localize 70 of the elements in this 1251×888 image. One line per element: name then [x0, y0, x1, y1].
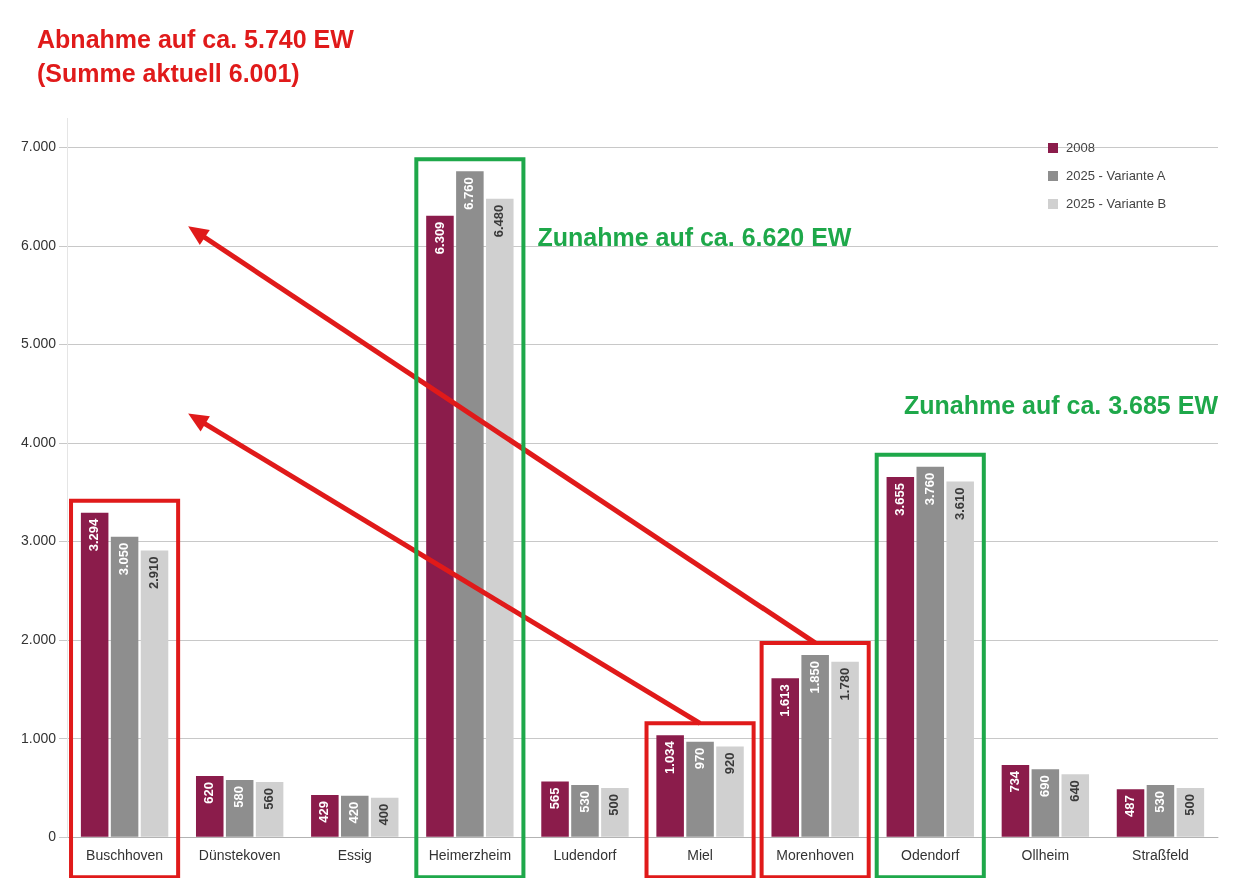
data-label: 420 [346, 801, 362, 824]
y-tick-label: 0 [48, 828, 57, 845]
legend-label: 2025 - Variante A [1066, 167, 1166, 183]
x-tick-label: Buschhoven [86, 847, 164, 864]
data-label: 565 [546, 787, 562, 810]
data-label: 560 [261, 788, 277, 810]
y-tick-label: 7.000 [20, 138, 57, 155]
data-label: 1.613 [776, 684, 792, 717]
data-label: 3.294 [86, 517, 102, 552]
annotation: Zunahme auf ca. 3.685 EW [904, 390, 1219, 419]
data-label: 920 [721, 752, 737, 775]
data-label: 3.610 [951, 487, 967, 521]
data-label: 6.480 [491, 204, 507, 238]
text: (Summe aktuell 6.001) [37, 59, 300, 87]
x-tick-label: Dünstekoven [198, 847, 281, 864]
x-tick-label: Ludendorf [553, 847, 617, 864]
text: Abnahme auf ca. 5.740 EW [37, 25, 355, 53]
x-tick-label: Morenhoven [776, 847, 855, 864]
bar [571, 784, 599, 837]
bar [771, 678, 799, 837]
data-label: 620 [201, 782, 217, 804]
data-label: 487 [1122, 795, 1138, 817]
data-label: 6.760 [461, 177, 477, 210]
bar [110, 536, 139, 837]
bar [656, 735, 684, 837]
data-label: 1.034 [661, 740, 677, 774]
data-label: 1.780 [836, 667, 852, 701]
data-label: 530 [576, 790, 592, 813]
data-label: 429 [316, 800, 332, 823]
legend-label: 2008 [1066, 139, 1095, 155]
annotation: Zunahme auf ca. 6.620 EW [537, 223, 852, 252]
data-label: 734 [1007, 770, 1023, 793]
bar [801, 654, 829, 837]
data-label: 500 [1181, 793, 1197, 816]
y-tick-label: 5.000 [20, 335, 57, 352]
x-tick-label: Straßfeld [1132, 847, 1189, 864]
data-label: 530 [1152, 790, 1168, 813]
y-tick-label: 2.000 [20, 631, 57, 648]
x-tick-label: Heimerzheim [428, 847, 512, 864]
bar [1031, 769, 1060, 837]
bar [195, 776, 224, 837]
bar [456, 171, 484, 837]
bar [916, 466, 945, 837]
data-label: 3.655 [891, 483, 907, 516]
data-label: 500 [606, 793, 622, 816]
data-label: 3.760 [921, 472, 937, 506]
bar [80, 512, 109, 837]
data-label: 2.910 [146, 556, 162, 590]
legend-label: 2025 - Variante B [1066, 195, 1167, 211]
y-tick-label: 6.000 [20, 236, 57, 253]
data-label: 640 [1066, 780, 1082, 802]
data-label: 970 [691, 747, 707, 770]
x-tick-label: Ollheim [1021, 847, 1070, 864]
data-label: 580 [231, 786, 247, 808]
bar [686, 741, 714, 837]
x-tick-label: Miel [687, 847, 713, 864]
data-label: 1.850 [806, 660, 822, 694]
x-tick-label: Essig [337, 847, 372, 864]
y-tick-label: 3.000 [20, 532, 57, 549]
bar [886, 477, 915, 837]
data-label: 3.050 [116, 542, 132, 576]
data-label: 400 [376, 803, 392, 826]
bar [541, 781, 569, 837]
bar [1001, 764, 1030, 837]
y-tick-label: 4.000 [20, 433, 57, 450]
y-tick-label: 1.000 [20, 729, 57, 746]
x-tick-label: Odendorf [901, 847, 960, 864]
data-label: 6.309 [431, 221, 447, 255]
data-label: 690 [1036, 775, 1052, 797]
bar [426, 215, 454, 837]
